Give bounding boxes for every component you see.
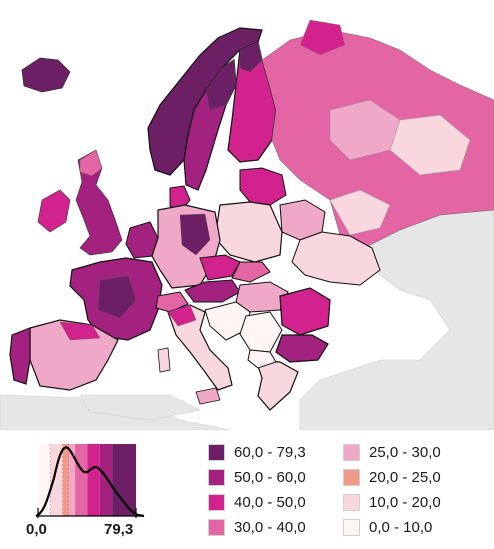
legend-item: 25,0 - 30,0	[343, 442, 441, 462]
legend-item: 60,0 - 79,3	[208, 442, 306, 462]
histogram-band	[62, 444, 69, 516]
legend-item: 10,0 - 20,0	[343, 492, 441, 512]
region-romania	[279, 287, 331, 336]
non-data-land	[0, 209, 494, 430]
region-spain-north	[59, 321, 101, 341]
legend-item: 50,0 - 60,0	[208, 467, 306, 487]
legend-item: 0,0 - 10,0	[343, 517, 432, 537]
legend-label: 20,0 - 25,0	[369, 468, 441, 486]
legend-swatch	[343, 518, 360, 536]
histogram-band	[50, 444, 63, 516]
region-albania-mk	[247, 349, 277, 369]
legend-item: 20,0 - 25,0	[343, 467, 441, 487]
region-russia-light-2	[389, 114, 471, 176]
region-portugal	[9, 327, 31, 385]
region-italy	[167, 304, 233, 391]
region-finland-north	[239, 41, 263, 73]
legend-label: 30,0 - 40,0	[234, 518, 306, 536]
legend-label: 0,0 - 10,0	[369, 518, 433, 536]
region-france-dark	[97, 275, 137, 319]
region-greece	[255, 359, 299, 411]
region-slovakia	[231, 261, 271, 283]
legend-swatch	[208, 518, 225, 536]
legend-item: 40,0 - 50,0	[208, 492, 306, 512]
region-italy-north	[167, 304, 197, 327]
legend-label: 40,0 - 50,0	[234, 493, 306, 511]
legend-label: 50,0 - 60,0	[234, 468, 306, 486]
region-united-kingdom	[75, 149, 123, 256]
legend-swatch	[343, 443, 360, 461]
legend-label: 25,0 - 30,0	[369, 443, 441, 461]
histogram-band	[75, 444, 88, 516]
region-uk-north	[79, 149, 103, 177]
histogram-band	[112, 444, 136, 516]
region-northern-sweden	[205, 59, 237, 111]
legend-label: 10,0 - 20,0	[369, 493, 441, 511]
value-distribution-histogram	[35, 444, 145, 518]
region-serbia-bosnia	[239, 311, 283, 353]
histogram-min-label: 0,0	[26, 521, 47, 538]
legend-swatch	[208, 493, 225, 511]
region-ireland	[37, 189, 71, 233]
histogram-band	[87, 444, 100, 516]
region-poland	[214, 201, 283, 263]
region-germany-east	[179, 213, 211, 256]
region-ukraine	[291, 231, 381, 286]
region-russia-light-3	[329, 189, 391, 236]
region-sardinia	[157, 347, 171, 373]
histogram-max-label: 79,3	[104, 521, 134, 538]
legend-label: 60,0 - 79,3	[234, 443, 306, 461]
density-curve	[35, 446, 145, 518]
legend-swatch	[343, 493, 360, 511]
histogram-band	[99, 444, 113, 516]
legend-swatch	[208, 468, 225, 486]
legend-swatch	[343, 468, 360, 486]
legend-swatch	[208, 443, 225, 461]
histogram-band	[68, 444, 76, 516]
legend-item: 30,0 - 40,0	[208, 517, 306, 537]
region-iceland	[21, 57, 71, 93]
region-baltics	[239, 167, 287, 206]
region-bulgaria	[275, 334, 329, 363]
region-sicily	[195, 387, 221, 405]
europe-choropleth-map	[0, 19, 494, 430]
region-russia-dark	[299, 19, 346, 56]
